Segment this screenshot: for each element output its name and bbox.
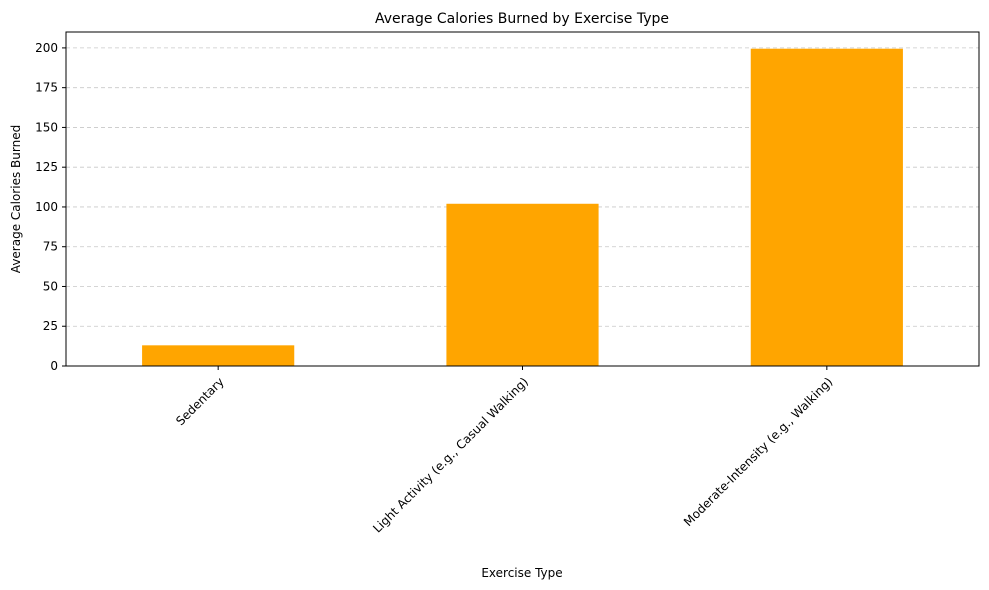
y-axis-ticks: 0 25 50 75 100 125 150 175 200 <box>35 41 66 373</box>
y-tick-label: 175 <box>35 81 58 95</box>
y-tick-label: 200 <box>35 41 58 55</box>
y-tick-label: 75 <box>43 240 58 254</box>
bars <box>142 48 903 366</box>
chart-title: Average Calories Burned by Exercise Type <box>375 11 669 27</box>
y-tick-label: 100 <box>35 200 58 214</box>
x-tick-label: Light Activity (e.g., Casual Walking) <box>370 375 531 536</box>
bar <box>446 203 599 366</box>
y-tick-label: 50 <box>43 279 58 293</box>
bar <box>750 48 903 366</box>
x-axis-ticks: Sedentary Light Activity (e.g., Casual Wa… <box>173 366 835 536</box>
y-tick-label: 150 <box>35 120 58 134</box>
y-tick-label: 125 <box>35 160 58 174</box>
x-tick-label: Moderate-Intensity (e.g., Walking) <box>681 375 835 529</box>
y-axis-label: Average Calories Burned <box>9 125 23 273</box>
y-tick-label: 0 <box>50 359 58 373</box>
y-tick-label: 25 <box>43 319 58 333</box>
x-tick-label: Sedentary <box>173 375 227 429</box>
x-axis-label: Exercise Type <box>481 566 562 580</box>
bar <box>142 345 295 366</box>
